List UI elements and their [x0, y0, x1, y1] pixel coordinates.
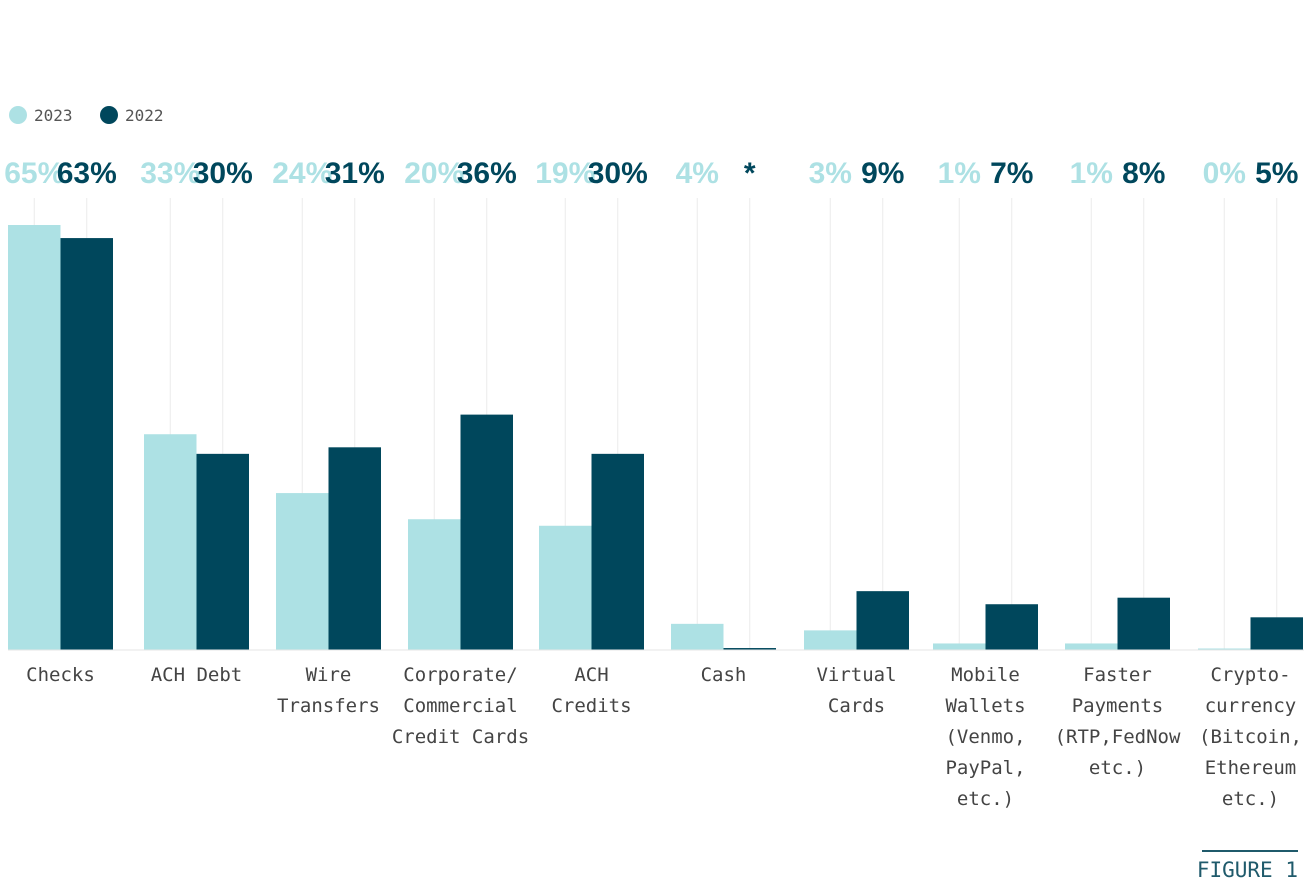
value-label-2023-9: 0%: [1203, 157, 1246, 190]
value-label-2022-1: 30%: [193, 157, 253, 190]
bar-2023-3: [408, 519, 461, 650]
category-label-line: Ethereum: [1205, 757, 1297, 779]
category-label-line: Credit Cards: [392, 726, 529, 748]
category-labels: Checks ACH Debt Wire Transfers Corporate/Com…: [26, 664, 1302, 810]
category-label-line: Credits: [551, 695, 631, 717]
category-label-5: Cash: [701, 664, 747, 686]
category-label-line: etc.): [1222, 788, 1279, 810]
bar-2023-4: [539, 525, 592, 650]
category-label-line: Mobile: [951, 664, 1020, 686]
bar-2022-0: [60, 238, 113, 651]
category-label-6: Virtual Cards: [816, 664, 896, 717]
bar-2022-9: [1250, 617, 1303, 650]
legend-marker-2022: [100, 106, 118, 124]
value-label-2023-2: 24%: [272, 157, 332, 190]
category-label-line: Commercial: [403, 695, 517, 717]
value-label-2022-8: 8%: [1122, 157, 1165, 190]
legend-label-2023: 2023: [34, 106, 73, 125]
category-label-line: currency: [1205, 695, 1297, 717]
bar-2023-7: [933, 643, 986, 650]
bars: [8, 225, 1303, 651]
bar-2022-5: [723, 648, 776, 650]
bar-2022-6: [856, 591, 909, 650]
value-label-2023-1: 33%: [140, 157, 200, 190]
value-label-2023-6: 3%: [809, 157, 852, 190]
value-label-2023-4: 19%: [535, 157, 595, 190]
bar-2023-0: [8, 225, 61, 650]
legend-label-2022: 2022: [125, 106, 164, 125]
category-label-line: Crypto-: [1210, 664, 1290, 686]
bar-2022-2: [328, 447, 381, 650]
category-label-line: Faster: [1083, 664, 1152, 686]
category-label-line: Checks: [26, 664, 95, 686]
bar-2022-7: [985, 604, 1038, 650]
category-label-line: Transfers: [277, 695, 380, 717]
category-label-9: Crypto-currency (Bitcoin, Ethereum etc.): [1199, 664, 1302, 810]
category-label-0: Checks: [26, 664, 95, 686]
category-label-line: Wallets: [945, 695, 1025, 717]
category-label-1: ACH Debt: [151, 664, 243, 686]
category-label-line: ACH: [574, 664, 608, 686]
category-label-line: Cash: [701, 664, 747, 686]
bar-2023-9: [1198, 648, 1251, 650]
value-label-2022-2: 31%: [325, 157, 385, 190]
bar-2023-1: [144, 434, 197, 650]
value-label-2023-5: 4%: [676, 157, 719, 190]
bar-2023-2: [276, 493, 329, 650]
value-label-2023-0: 65%: [4, 157, 64, 190]
category-label-line: (RTP,FedNow: [1055, 726, 1181, 748]
value-label-2022-3: 36%: [457, 157, 517, 190]
category-label-7: Mobile Wallets (Venmo, PayPal, etc.): [945, 664, 1025, 810]
category-label-line: (Venmo,: [945, 726, 1025, 748]
category-label-line: ACH Debt: [151, 664, 243, 686]
category-label-line: etc.): [957, 788, 1014, 810]
value-label-2022-0: 63%: [57, 157, 117, 190]
bar-2022-1: [196, 453, 249, 650]
category-label-line: (Bitcoin,: [1199, 726, 1302, 748]
bar-2023-6: [804, 630, 857, 650]
category-label-3: Corporate/Commercial Credit Cards: [392, 664, 529, 748]
value-label-2023-7: 1%: [938, 157, 981, 190]
value-label-2023-3: 20%: [404, 157, 464, 190]
value-label-2022-9: 5%: [1255, 157, 1298, 190]
category-label-line: Wire: [306, 664, 352, 686]
value-label-2022-7: 7%: [990, 157, 1033, 190]
figure-label: FIGURE 1: [1197, 858, 1298, 882]
category-label-line: PayPal,: [945, 757, 1025, 779]
bar-2022-4: [591, 453, 644, 650]
value-labels: 65%63% 33%30% 24%31% 20%36% 19%30% 4% * 3% 9% 1% 7…: [4, 157, 1298, 190]
legend-marker-2023: [9, 106, 27, 124]
category-label-line: Virtual: [816, 664, 896, 686]
bar-2023-5: [671, 623, 724, 650]
bar-2023-8: [1065, 643, 1118, 650]
category-label-line: Cards: [828, 695, 885, 717]
category-label-line: Payments: [1072, 695, 1164, 717]
legend: 2023 2022: [9, 106, 164, 125]
value-label-2022-6: 9%: [861, 157, 904, 190]
bar-2022-8: [1117, 597, 1170, 650]
category-label-line: Corporate/: [403, 664, 517, 686]
bar-2022-3: [460, 414, 513, 650]
value-label-2022-5: *: [744, 157, 756, 190]
figure-caption: FIGURE 1: [1197, 850, 1298, 882]
category-label-2: Wire Transfers: [277, 664, 380, 717]
category-label-line: etc.): [1089, 757, 1146, 779]
gridlines: [33, 198, 1278, 650]
value-label-2022-4: 30%: [588, 157, 648, 190]
value-label-2023-8: 1%: [1070, 157, 1113, 190]
category-label-8: Faster Payments (RTP,FedNow etc.): [1055, 664, 1181, 779]
category-label-4: ACH Credits: [551, 664, 631, 717]
